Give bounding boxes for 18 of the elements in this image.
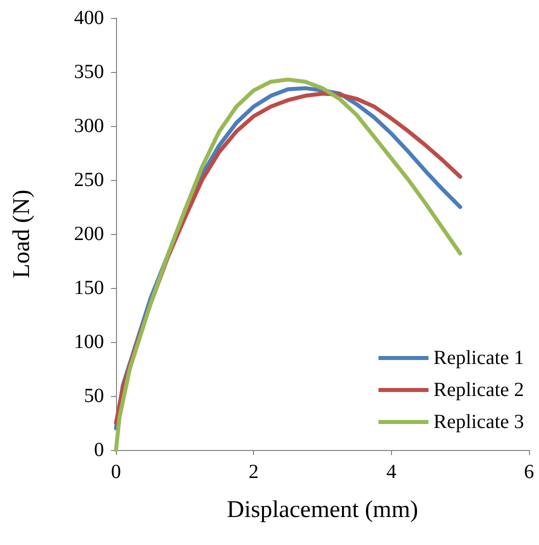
y-tick-label: 0 <box>94 439 104 461</box>
y-tick-label: 250 <box>74 169 104 191</box>
y-tick-label: 300 <box>74 115 104 137</box>
y-tick-label: 50 <box>84 385 104 407</box>
x-tick-label: 4 <box>386 461 396 483</box>
y-tick-label: 200 <box>74 223 104 245</box>
y-tick-label: 150 <box>74 277 104 299</box>
y-axis-title: Load (N) <box>9 190 35 278</box>
x-tick-label: 0 <box>111 461 121 483</box>
y-tick-label: 100 <box>74 331 104 353</box>
x-tick-label: 6 <box>524 461 534 483</box>
x-axis-title: Displacement (mm) <box>226 497 418 523</box>
legend-label: Replicate 2 <box>433 379 524 401</box>
legend-label: Replicate 3 <box>433 411 524 433</box>
y-tick-label: 350 <box>74 61 104 83</box>
y-tick-label: 400 <box>74 7 104 29</box>
x-tick-label: 2 <box>248 461 259 483</box>
legend-label: Replicate 1 <box>433 347 524 369</box>
